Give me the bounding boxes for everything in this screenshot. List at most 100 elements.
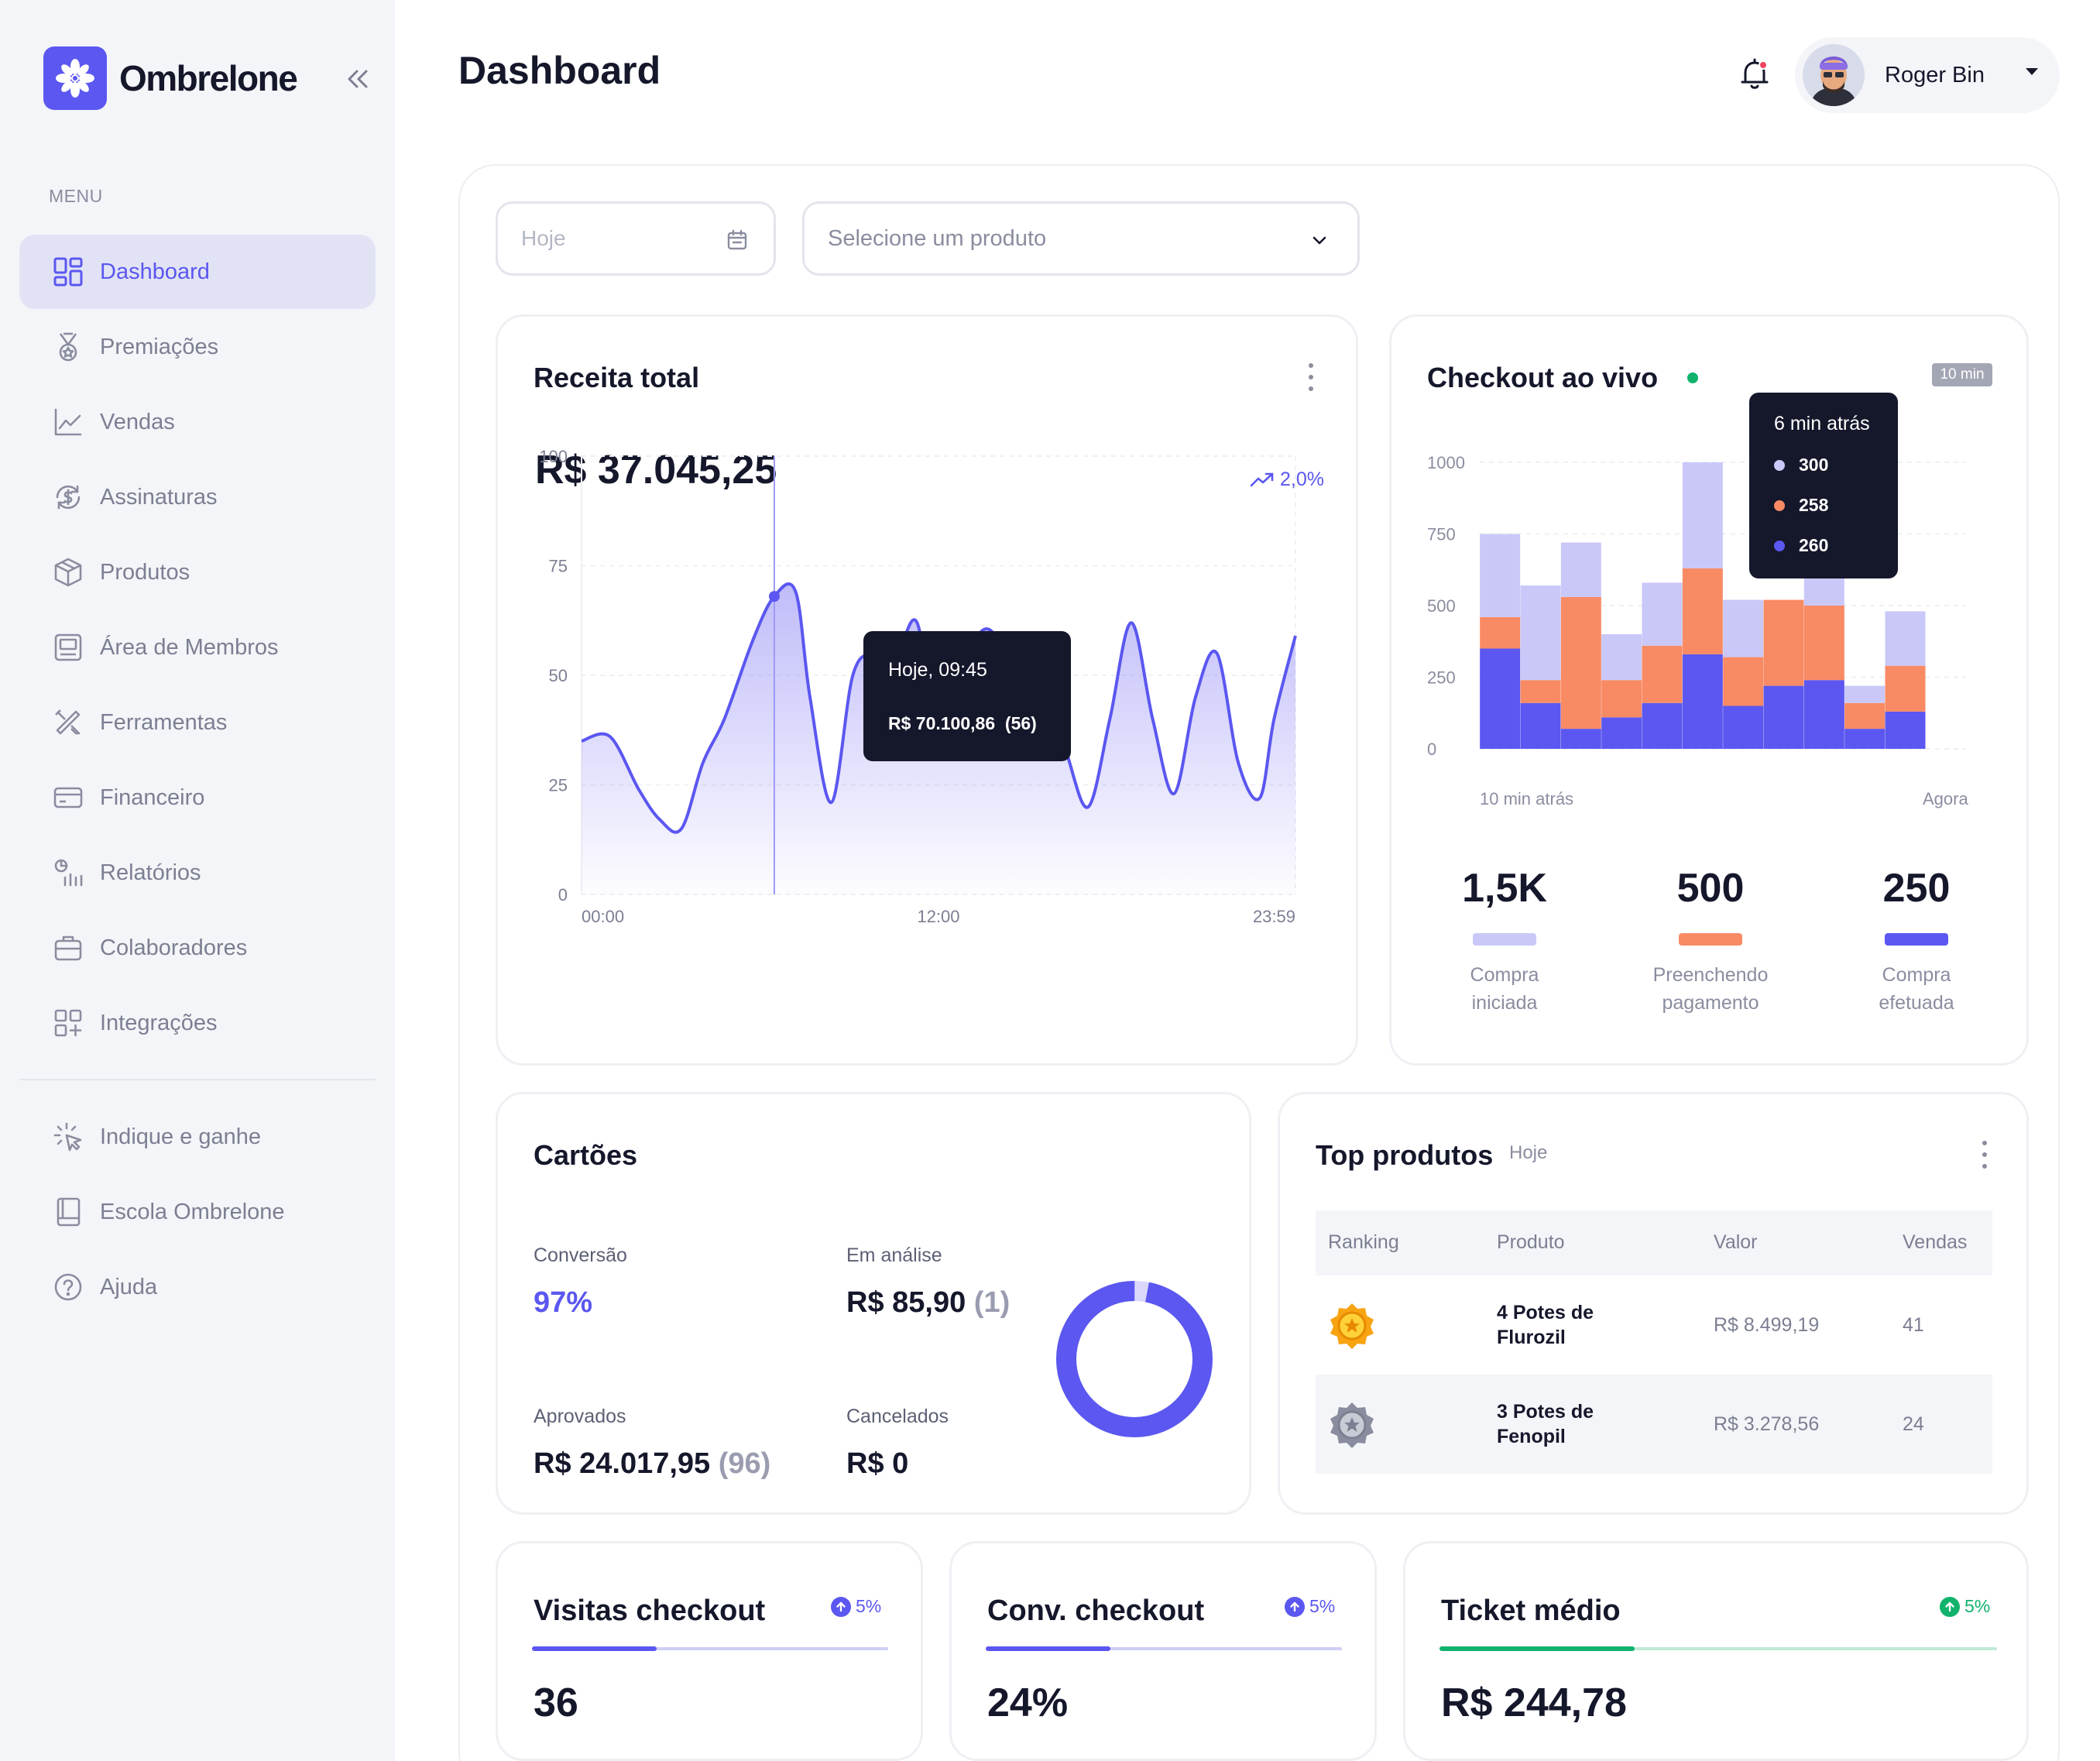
top-products-title: Top produtos <box>1316 1139 1494 1171</box>
bar-segment <box>1682 654 1723 749</box>
top-products-card: Top produtos Hoje Ranking Produto Valor … <box>1278 1092 2029 1515</box>
table-row[interactable]: 3 Potes de Fenopil R$ 3.278,56 24 <box>1316 1375 1992 1474</box>
stat-label: Compra efetuada <box>1879 964 1954 1014</box>
arrow-up-icon <box>1940 1596 1960 1617</box>
y-tick-label: 25 <box>549 776 568 795</box>
bar-segment <box>1560 729 1601 749</box>
revenue-menu-button[interactable] <box>1303 360 1319 394</box>
x-axis-end-label: Agora <box>1923 789 1968 808</box>
table-row[interactable]: 4 Potes de Flurozil R$ 8.499,19 41 <box>1316 1275 1992 1375</box>
sidebar-divider <box>19 1079 376 1080</box>
x-axis-start-label: 10 min atrás <box>1480 789 1574 808</box>
checkout-tooltip-value: 260 <box>1799 535 1829 555</box>
bar-segment <box>1844 685 1886 703</box>
conversion-donut-chart <box>1056 1281 1213 1437</box>
sidebar-item-assinaturas[interactable]: Assinaturas <box>19 460 376 534</box>
sidebar-item-ferramentas[interactable]: Ferramentas <box>19 685 376 760</box>
revenue-tooltip-amount: R$ 70.100,86 <box>888 713 996 733</box>
kpi-progress-track <box>986 1647 1342 1650</box>
brand-name: Ombrelone <box>119 58 298 98</box>
date-filter-placeholder: Hoje <box>521 226 566 250</box>
sidebar-item-escola-ombrelone[interactable]: Escola Ombrelone <box>19 1175 376 1249</box>
bar-segment <box>1723 705 1764 749</box>
top-products-menu-button[interactable] <box>1977 1138 1992 1172</box>
sidebar-item-produtos[interactable]: Produtos <box>19 535 376 609</box>
y-tick-label: 75 <box>549 557 568 576</box>
product-sales: 24 <box>1903 1413 1924 1435</box>
bar-segment <box>1885 665 1926 712</box>
briefcase-icon <box>52 932 84 964</box>
caret-down-icon <box>2026 68 2038 75</box>
bell-icon <box>1741 58 1769 89</box>
product-select-placeholder: Selecione um produto <box>828 225 1047 251</box>
sidebar-item-label: Ferramentas <box>100 709 228 735</box>
checkout-tooltip-value: 300 <box>1799 455 1829 475</box>
revenue-tooltip-count: (56) <box>1004 713 1037 733</box>
hover-point <box>768 591 780 602</box>
bar-segment <box>1682 462 1723 568</box>
product-sales: 41 <box>1903 1314 1924 1336</box>
brand-logo-icon <box>43 46 107 110</box>
bar-segment <box>1520 680 1561 703</box>
x-tick-label: 00:00 <box>582 907 624 926</box>
sidebar-item-ajuda[interactable]: Ajuda <box>19 1250 376 1324</box>
brand[interactable]: Ombrelone <box>43 46 298 110</box>
sidebar-item-financeiro[interactable]: Financeiro <box>19 760 376 835</box>
bar-segment <box>1480 648 1521 749</box>
bar-segment <box>1520 585 1561 681</box>
checkout-tooltip-row: 258 <box>1774 495 1828 516</box>
y-tick-label: 750 <box>1427 525 1456 544</box>
medal-icon <box>52 331 84 363</box>
top-products-period: Hoje <box>1509 1142 1548 1163</box>
date-filter-input[interactable]: Hoje <box>496 201 776 276</box>
book-icon <box>52 1196 84 1228</box>
analysis-amount: R$ 85,90 <box>846 1286 966 1319</box>
revenue-card: Receita total R$ 37.045,25 2,0% 0 25 50 75 1… <box>496 314 1358 1066</box>
y-tick-label: 500 <box>1427 596 1456 616</box>
live-checkout-card: Checkout ao vivo 10 min 0 250 500 750 1000 6… <box>1389 314 2029 1066</box>
kpi-title: Ticket médio <box>1441 1595 1621 1627</box>
range-badge[interactable]: 10 min <box>1932 363 1992 386</box>
bar-segment <box>1560 596 1601 729</box>
gold-medal-icon <box>1330 1303 1374 1349</box>
sidebar-item-label: Dashboard <box>100 259 210 284</box>
sidebar-item-colaboradores[interactable]: Colaboradores <box>19 911 376 985</box>
column-header-vendas: Vendas <box>1903 1231 1968 1253</box>
menu-label: MENU <box>49 186 103 206</box>
help-icon <box>52 1271 84 1303</box>
kpi-change-value: 5% <box>1309 1596 1336 1616</box>
checkout-tooltip-value: 258 <box>1799 495 1829 515</box>
bar-segment <box>1601 717 1642 749</box>
bar-segment <box>1803 606 1844 681</box>
sidebar-item-area-de-membros[interactable]: Área de Membros <box>19 610 376 685</box>
sidebar-item-integracoes[interactable]: Integrações <box>19 986 376 1060</box>
conversion-value: 97% <box>534 1286 593 1319</box>
stat-preenchendo-pagamento: 500 Preenchendo pagamento <box>1633 865 1788 1017</box>
sidebar-item-dashboard[interactable]: Dashboard <box>19 235 376 309</box>
revenue-value: R$ 37.045,25 <box>535 448 777 493</box>
sidebar-item-label: Área de Membros <box>100 634 279 660</box>
collapse-sidebar-button[interactable] <box>341 62 375 96</box>
sidebar-item-relatorios[interactable]: Relatórios <box>19 836 376 910</box>
cancelled-value: R$ 0 <box>846 1447 909 1480</box>
stat-label: Preenchendo pagamento <box>1652 964 1769 1014</box>
sidebar-item-premiacoes[interactable]: Premiações <box>19 310 376 384</box>
sidebar-item-vendas[interactable]: Vendas <box>19 385 376 459</box>
member-area-icon <box>52 631 84 664</box>
bar-segment <box>1885 611 1926 666</box>
user-menu[interactable]: Roger Bin <box>1795 37 2060 113</box>
sidebar-item-indique-e-ganhe[interactable]: Indique e ganhe <box>19 1100 376 1174</box>
bar-segment <box>1601 680 1642 718</box>
bar-segment <box>1803 680 1844 749</box>
product-select[interactable]: Selecione um produto <box>802 201 1360 276</box>
grid-icon <box>52 256 84 288</box>
live-checkout-bar-chart: 0 250 500 750 1000 <box>1427 453 1966 759</box>
stat-color-bar <box>1679 933 1742 946</box>
notifications-button[interactable] <box>1736 56 1773 93</box>
report-icon <box>52 856 84 889</box>
sidebar-secondary-nav: Indique e ganhe Escola Ombrelone Ajuda <box>19 1100 376 1325</box>
cancelled-label: Cancelados <box>846 1406 949 1427</box>
sidebar-item-label: Premiações <box>100 334 219 359</box>
kpi-card-visitas-checkout: Visitas checkout 5% 36 <box>496 1541 923 1761</box>
product-value: R$ 8.499,19 <box>1714 1314 1820 1336</box>
